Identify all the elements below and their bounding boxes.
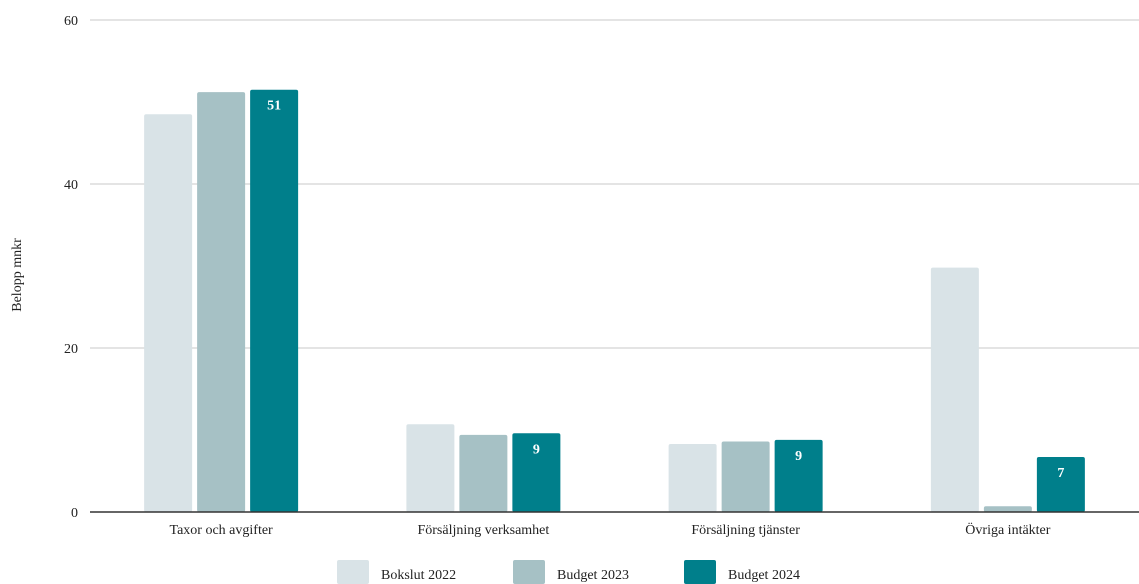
y-tick-label: 20 <box>64 342 78 357</box>
y-tick-label: 40 <box>64 178 78 193</box>
bar <box>406 424 455 512</box>
bar <box>144 114 193 513</box>
legend: Bokslut 2022 Budget 2023 Budget 2024 <box>337 560 800 584</box>
y-axis-title: Belopp mnkr <box>10 238 25 312</box>
data-label: 7 <box>1057 466 1064 481</box>
bar <box>512 433 561 512</box>
bar <box>774 439 823 512</box>
bar <box>668 443 717 512</box>
legend-label: Budget 2023 <box>557 568 629 583</box>
bar <box>721 441 770 512</box>
bar <box>197 92 246 512</box>
legend-label: Bokslut 2022 <box>381 568 456 583</box>
x-axis-ticks: Taxor och avgifter Försäljning verksamhet… <box>170 521 1051 538</box>
x-tick-label: Övriga intäkter <box>965 521 1050 538</box>
legend-swatch <box>684 560 716 584</box>
x-tick-label: Taxor och avgifter <box>170 523 274 538</box>
bar <box>250 89 299 512</box>
legend-label: Budget 2024 <box>728 568 800 583</box>
bar <box>459 434 508 512</box>
x-tick-label: Försäljning verksamhet <box>417 523 549 538</box>
legend-swatch <box>337 560 369 584</box>
data-label: 9 <box>533 442 540 457</box>
bar <box>930 267 979 512</box>
x-tick-label: Försäljning tjänster <box>691 523 800 538</box>
bar <box>983 506 1032 512</box>
bars: 51 9 9 7 <box>144 89 1085 513</box>
y-tick-label: 60 <box>64 14 78 29</box>
data-label: 51 <box>267 99 281 114</box>
gridlines <box>90 19 1139 349</box>
y-tick-label: 0 <box>71 506 78 521</box>
legend-swatch <box>513 560 545 584</box>
y-axis-ticks: 0 20 40 60 <box>64 14 78 521</box>
bar <box>1036 457 1085 512</box>
data-label: 9 <box>795 449 802 464</box>
